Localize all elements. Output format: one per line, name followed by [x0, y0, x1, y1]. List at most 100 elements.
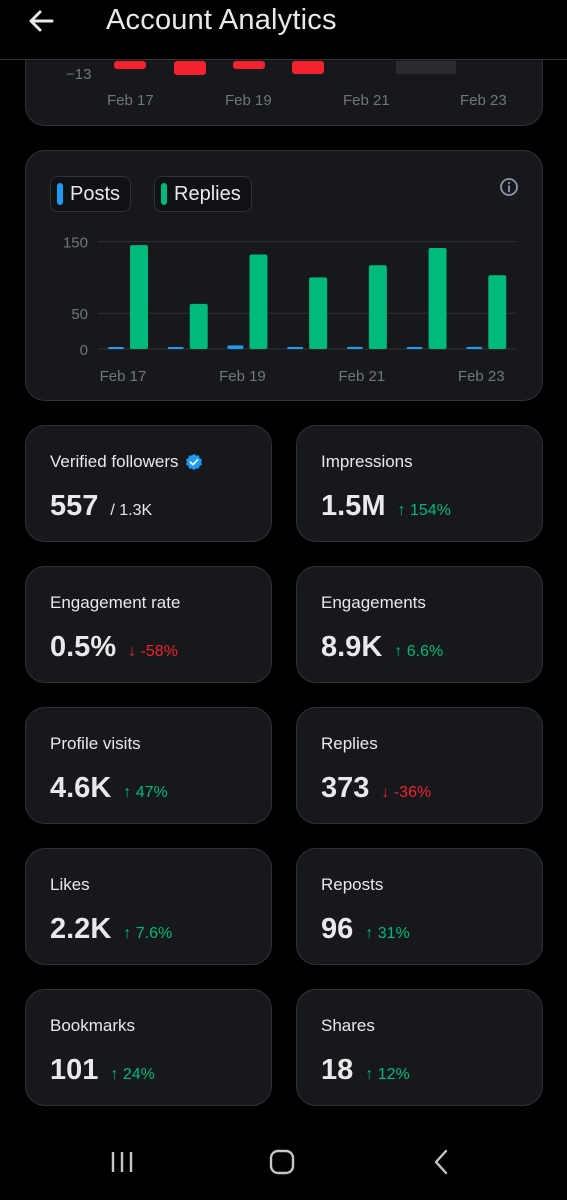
stat-label-text: Reposts — [321, 875, 384, 894]
bar-chart: 150 50 0 Feb 17 Feb 19 Feb 21 Feb 23 — [63, 235, 516, 385]
stat-change-value: 24% — [122, 1066, 155, 1083]
x-tick-label: Feb 23 — [460, 92, 507, 109]
stat-label: Replies — [321, 734, 378, 754]
stat-card-engagements[interactable]: Engagements 8.9K ↑ 6.6% — [296, 566, 543, 683]
stat-change-value: -58% — [140, 643, 178, 660]
stat-value: 18 — [321, 1054, 354, 1086]
stat-value-row: 2.2K ↑ 7.6% — [50, 913, 172, 946]
stat-change-value: 12% — [377, 1066, 410, 1083]
stat-label: Verified followers — [50, 452, 203, 472]
arrow-up-icon: ↑ — [365, 925, 378, 942]
y-tick-label: 0 — [80, 342, 88, 359]
stat-label: Engagements — [321, 593, 426, 613]
page-title: Account Analytics — [106, 4, 337, 36]
stat-value: 1.5M — [321, 490, 386, 522]
verified-badge-icon — [185, 453, 202, 471]
posts-bar[interactable] — [466, 346, 483, 349]
stat-change: ↑ 6.6% — [394, 643, 443, 661]
stat-label: Likes — [50, 875, 90, 895]
stat-value: 373 — [321, 772, 370, 804]
stat-change-value: -36% — [393, 784, 432, 801]
chart-bar — [233, 61, 265, 69]
arrow-up-icon: ↑ — [397, 502, 410, 519]
replies-bar[interactable] — [189, 303, 208, 349]
stat-card-shares[interactable]: Shares 18 ↑ 12% — [296, 989, 543, 1106]
stat-value-row: 18 ↑ 12% — [321, 1054, 410, 1087]
replies-bar[interactable] — [309, 277, 328, 349]
legend-replies[interactable]: Replies — [154, 176, 252, 212]
arrow-up-icon: ↑ — [394, 643, 407, 660]
stat-change-value: 47% — [135, 784, 168, 801]
posts-bar[interactable] — [346, 346, 363, 349]
stat-value-row: 1.5M ↑ 154% — [321, 490, 451, 523]
stat-label: Profile visits — [50, 734, 141, 754]
stat-card-reposts[interactable]: Reposts 96 ↑ 31% — [296, 848, 543, 965]
stat-value-row: 557 / 1.3K — [50, 490, 152, 523]
stat-value: 4.6K — [50, 772, 112, 804]
y-tick-label: 150 — [63, 235, 88, 252]
stat-change: ↓ -58% — [128, 643, 178, 661]
stat-change-value: 7.6% — [135, 925, 173, 942]
posts-bar[interactable] — [227, 345, 244, 349]
x-tick-label: Feb 21 — [339, 368, 386, 385]
home-icon[interactable] — [268, 1148, 296, 1176]
stat-card-engagement-rate[interactable]: Engagement rate 0.5% ↓ -58% — [25, 566, 272, 683]
stat-change-value: 6.6% — [406, 643, 444, 660]
arrow-up-icon: ↑ — [365, 1066, 378, 1083]
stat-label: Engagement rate — [50, 593, 180, 613]
replies-bar[interactable] — [368, 265, 387, 349]
stat-card-impressions[interactable]: Impressions 1.5M ↑ 154% — [296, 425, 543, 542]
replies-bar[interactable] — [249, 254, 268, 349]
stat-value-row: 4.6K ↑ 47% — [50, 772, 168, 805]
arrow-left-icon[interactable] — [26, 6, 56, 36]
posts-bar[interactable] — [287, 347, 304, 349]
stat-change-value: 31% — [377, 925, 410, 942]
stat-value-row: 96 ↑ 31% — [321, 913, 410, 946]
chart-bar — [292, 61, 324, 74]
stat-change: ↑ 12% — [365, 1066, 409, 1084]
stat-card-profile-visits[interactable]: Profile visits 4.6K ↑ 47% — [25, 707, 272, 824]
x-tick-label: Feb 21 — [343, 92, 390, 109]
stat-label: Impressions — [321, 452, 413, 472]
arrow-up-icon: ↑ — [123, 925, 136, 942]
replies-bar[interactable] — [488, 275, 507, 349]
stat-card-replies[interactable]: Replies 373 ↓ -36% — [296, 707, 543, 824]
chart-bar — [114, 61, 146, 69]
system-nav-bar — [0, 1128, 567, 1200]
posts-bar[interactable] — [108, 347, 124, 349]
stat-label: Shares — [321, 1016, 375, 1036]
x-tick-label: Feb 19 — [219, 368, 266, 385]
y-tick-label: −13 — [66, 66, 92, 83]
chart-bar — [396, 61, 456, 74]
stat-label-text: Engagement rate — [50, 593, 181, 612]
stat-total: / 1.3K — [110, 502, 153, 519]
back-icon[interactable] — [428, 1148, 456, 1176]
stat-card-bookmarks[interactable]: Bookmarks 101 ↑ 24% — [25, 989, 272, 1106]
stat-value: 96 — [321, 913, 354, 945]
stat-card-likes[interactable]: Likes 2.2K ↑ 7.6% — [25, 848, 272, 965]
chart-bar — [174, 61, 206, 75]
arrow-down-icon: ↓ — [128, 643, 141, 660]
x-tick-label: Feb 23 — [458, 368, 505, 385]
stat-value-row: 373 ↓ -36% — [321, 772, 431, 805]
stat-label: Bookmarks — [50, 1016, 135, 1036]
legend-swatch-replies — [161, 183, 167, 205]
stat-label: Reposts — [321, 875, 383, 895]
stat-value: 557 — [50, 490, 99, 522]
stat-card-verified-followers[interactable]: Verified followers 557 / 1.3K — [25, 425, 272, 542]
stat-label-text: Likes — [50, 875, 90, 894]
legend-posts[interactable]: Posts — [50, 176, 132, 212]
y-tick-label: 50 — [71, 306, 88, 323]
stat-change-value: 154% — [409, 502, 451, 519]
info-icon[interactable] — [499, 177, 519, 197]
stat-change: ↑ 31% — [365, 925, 409, 943]
x-tick-label: Feb 19 — [225, 92, 272, 109]
x-tick-label: Feb 17 — [107, 92, 154, 109]
replies-bar[interactable] — [130, 245, 148, 349]
recent-apps-icon[interactable] — [108, 1148, 136, 1176]
stat-value-row: 101 ↑ 24% — [50, 1054, 155, 1087]
posts-bar[interactable] — [406, 347, 423, 349]
posts-bar[interactable] — [167, 347, 184, 349]
replies-bar[interactable] — [428, 248, 447, 349]
stat-value: 8.9K — [321, 631, 383, 663]
